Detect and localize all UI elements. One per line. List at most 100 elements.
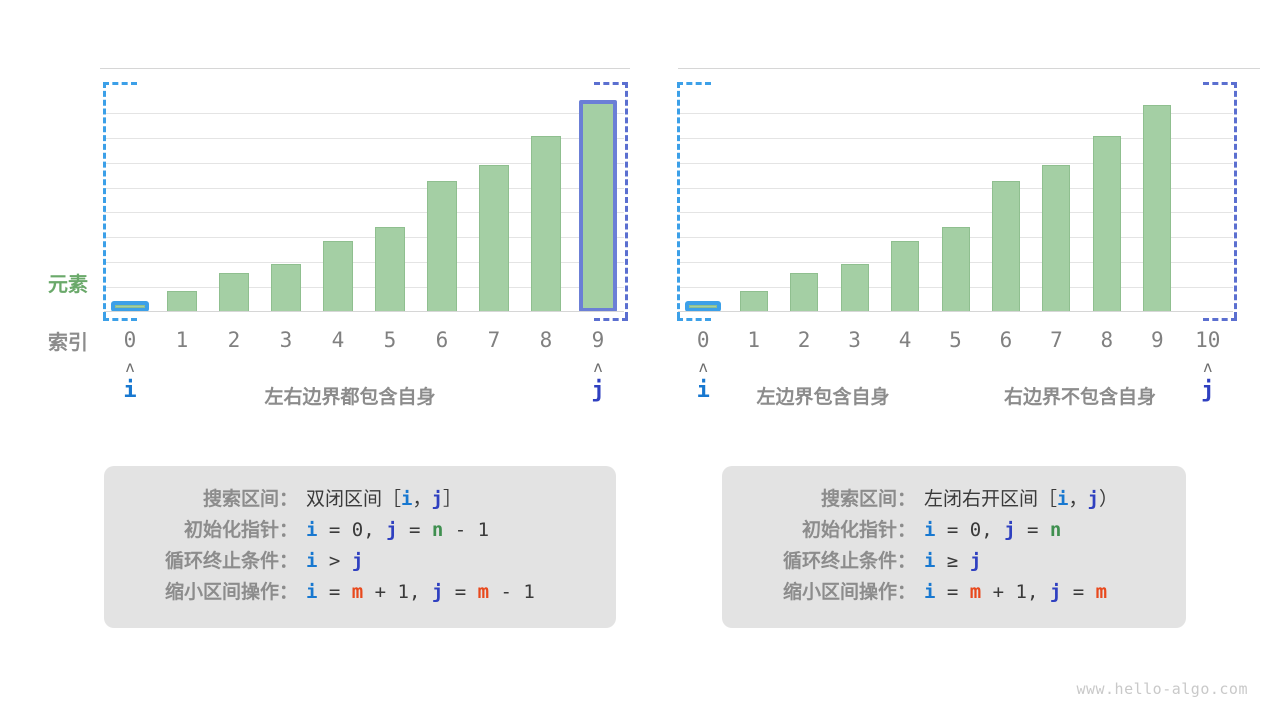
bracket-bottom-right: [1202, 318, 1237, 321]
bar: [323, 241, 353, 312]
bracket-bottom-left: [677, 318, 712, 321]
chart-top-rule-right: [678, 68, 1260, 69]
var-i: i: [1057, 488, 1069, 510]
x-axis-ticks-right: 0 1 2 3 4 5 6 7 8 9 10: [660, 328, 1280, 354]
comma: ，: [1068, 488, 1088, 510]
info-value: 双闭区间［i，j］: [306, 484, 462, 515]
x-tick-6: 6: [999, 328, 1013, 352]
info-label: 循环终止条件：: [782, 550, 916, 572]
x-tick-8: 8: [539, 328, 553, 352]
bar-highlight-i: [111, 301, 149, 312]
x-tick-9: 9: [1150, 328, 1164, 352]
bar: [427, 181, 457, 312]
var-i: i: [306, 550, 318, 572]
bracket-right-vertical: [625, 82, 628, 318]
x-tick-5: 5: [949, 328, 962, 352]
bracket-top-left: [103, 82, 137, 85]
info-value: 左闭右开区间［i，j）: [924, 484, 1118, 515]
infobox-row: 初始化指针： i = 0, j = n - 1: [130, 515, 590, 546]
bar-highlight-j: [579, 100, 617, 312]
bar: [1092, 136, 1121, 312]
x-tick-7: 7: [487, 328, 501, 352]
var-i: i: [306, 581, 318, 603]
bracket-close: ）: [1098, 488, 1118, 510]
gridline: [678, 113, 1233, 114]
info-label: 缩小区间操作：: [782, 581, 916, 603]
x-tick-2: 2: [227, 328, 241, 352]
var-n: n: [1049, 519, 1062, 541]
gridline: [104, 113, 624, 114]
gridline: [104, 212, 624, 213]
info-value: i = m + 1, j = m - 1: [306, 581, 535, 603]
var-i: i: [924, 519, 936, 541]
var-n: n: [431, 519, 444, 541]
bracket-top-right: [1202, 82, 1237, 85]
bar: [891, 241, 920, 312]
var-m: m: [477, 581, 490, 603]
pointer-label-i: i: [123, 378, 137, 403]
gridlines-left: [104, 88, 624, 312]
infobox-row: 缩小区间操作： i = m + 1, j = m - 1: [130, 577, 590, 608]
bar: [375, 227, 405, 312]
bar: [790, 273, 819, 312]
x-tick-8: 8: [1100, 328, 1114, 352]
gridline: [678, 163, 1233, 164]
comma: ，: [412, 488, 432, 510]
var-j: j: [386, 519, 398, 541]
var-j: j: [1049, 581, 1062, 603]
x-tick-10: 10: [1195, 328, 1221, 352]
info-value: i = m + 1, j = m: [924, 581, 1108, 603]
info-label: 缩小区间操作：: [164, 581, 298, 603]
interval-kind: 双闭区间: [306, 488, 383, 510]
infobox-row: 搜索区间： 双闭区间［i，j］: [130, 484, 590, 515]
var-i: i: [306, 519, 318, 541]
gridline: [678, 212, 1233, 213]
bracket-open: ［: [1038, 488, 1058, 510]
chart-top-rule-left: [100, 68, 630, 69]
bar-inner: [115, 305, 145, 308]
infobox-row: 初始化指针： i = 0, j = n: [748, 515, 1160, 546]
info-label: 搜索区间：: [820, 488, 916, 510]
x-tick-3: 3: [848, 328, 861, 352]
var-j: j: [1087, 488, 1099, 510]
pointer-label-i: i: [696, 378, 710, 403]
compare-operator: >: [328, 550, 341, 572]
var-m: m: [1095, 581, 1108, 603]
caret-j-icon: ʌ: [1203, 358, 1213, 376]
bar-highlight-i: [685, 301, 722, 312]
x-tick-1: 1: [175, 328, 189, 352]
bar: [991, 181, 1020, 312]
var-i: i: [924, 581, 936, 603]
bar: [1143, 105, 1172, 312]
x-tick-9: 9: [591, 328, 605, 352]
caret-j-icon: ʌ: [593, 358, 603, 376]
x-tick-3: 3: [279, 328, 293, 352]
bracket-top-left: [677, 82, 712, 85]
pointer-label-j: j: [1201, 378, 1215, 403]
infobox-closed-interval: 搜索区间： 双闭区间［i，j］ 初始化指针： i = 0, j = n - 1 …: [104, 466, 616, 628]
var-j: j: [1004, 519, 1016, 541]
info-label: 初始化指针：: [183, 519, 298, 541]
bar: [739, 291, 768, 312]
var-i: i: [924, 550, 936, 572]
infobox-row: 循环终止条件： i > j: [130, 546, 590, 577]
bar: [1042, 165, 1071, 312]
chart-plot-right: [678, 88, 1233, 312]
var-m: m: [969, 581, 982, 603]
caret-i-icon: ʌ: [125, 358, 135, 376]
x-tick-7: 7: [1050, 328, 1063, 352]
infobox-row: 循环终止条件： i ≥ j: [748, 546, 1160, 577]
x-tick-1: 1: [747, 328, 760, 352]
var-j: j: [431, 488, 443, 510]
x-tick-0: 0: [696, 328, 710, 352]
info-value: i > j: [306, 546, 363, 577]
bracket-bottom-left: [103, 318, 137, 321]
gridline: [104, 188, 624, 189]
compare-operator: ≥: [946, 550, 959, 572]
bracket-right-vertical: [1233, 82, 1237, 318]
